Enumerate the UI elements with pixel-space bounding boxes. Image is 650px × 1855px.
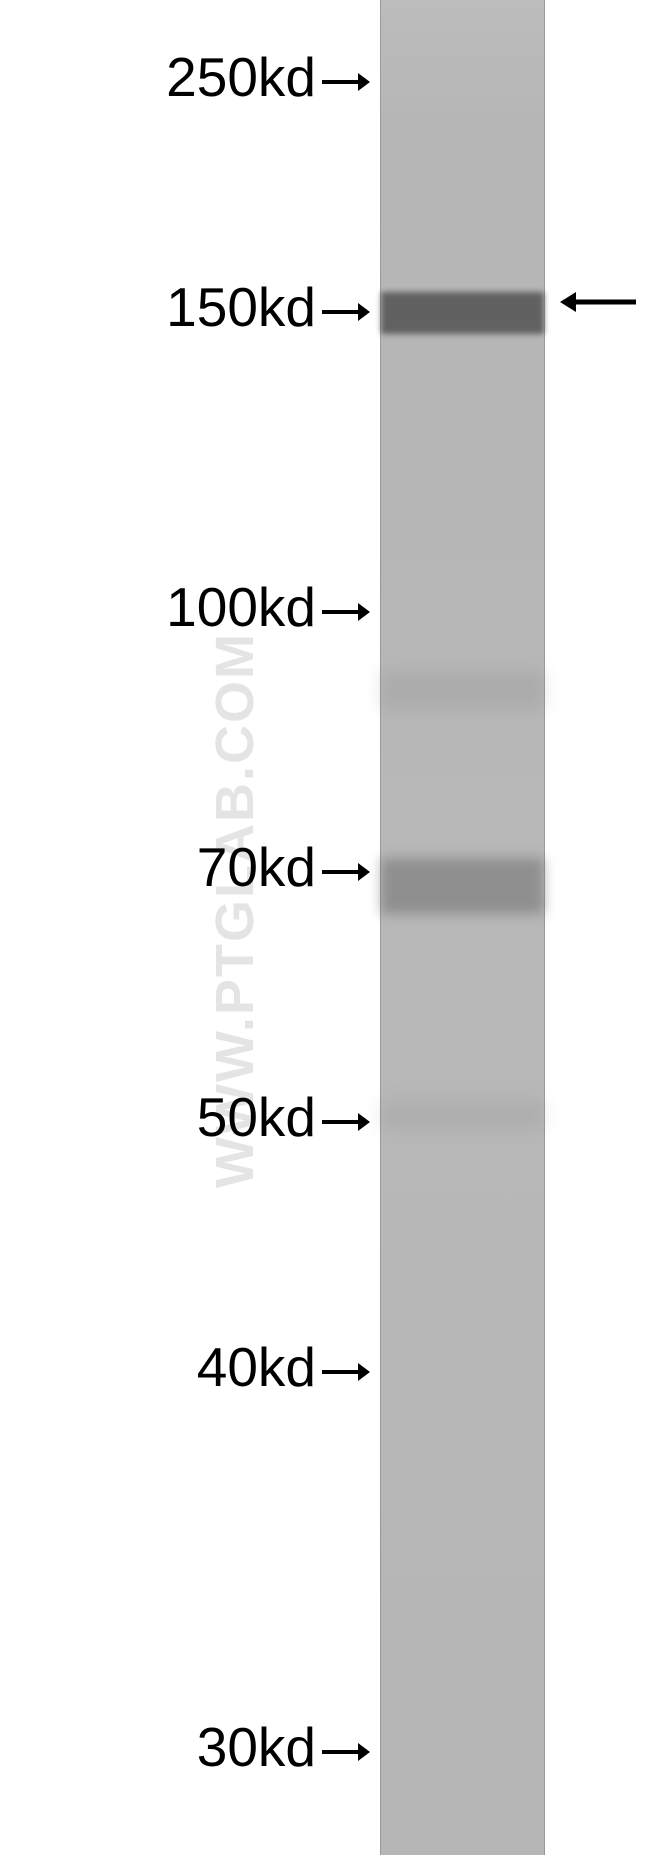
arrow-right-icon xyxy=(320,1335,372,1399)
mw-marker: 250kd xyxy=(166,45,372,109)
blot-band xyxy=(381,670,544,710)
mw-marker-label: 70kd xyxy=(197,835,316,899)
arrow-right-icon xyxy=(320,835,372,899)
blot-lane xyxy=(380,0,545,1855)
mw-marker-label: 30kd xyxy=(197,1715,316,1779)
target-band-arrow xyxy=(558,288,638,316)
mw-marker: 40kd xyxy=(197,1335,372,1399)
mw-marker: 30kd xyxy=(197,1715,372,1779)
arrow-right-icon xyxy=(320,45,372,109)
mw-marker-label: 100kd xyxy=(166,575,316,639)
arrow-left-icon xyxy=(558,288,638,316)
mw-marker: 70kd xyxy=(197,835,372,899)
blot-band xyxy=(381,292,544,334)
blot-band xyxy=(381,1100,544,1130)
mw-marker-label: 150kd xyxy=(166,275,316,339)
blot-band xyxy=(381,858,544,914)
mw-marker: 100kd xyxy=(166,575,372,639)
mw-marker-label: 50kd xyxy=(197,1085,316,1149)
arrow-right-icon xyxy=(320,575,372,639)
arrow-right-icon xyxy=(320,275,372,339)
mw-marker: 50kd xyxy=(197,1085,372,1149)
mw-marker-label: 40kd xyxy=(197,1335,316,1399)
mw-marker: 150kd xyxy=(166,275,372,339)
arrow-right-icon xyxy=(320,1085,372,1149)
mw-marker-label: 250kd xyxy=(166,45,316,109)
arrow-right-icon xyxy=(320,1715,372,1779)
western-blot-figure: WWW.PTGLAB.COM 250kd150kd100kd70kd50kd40… xyxy=(0,0,650,1855)
